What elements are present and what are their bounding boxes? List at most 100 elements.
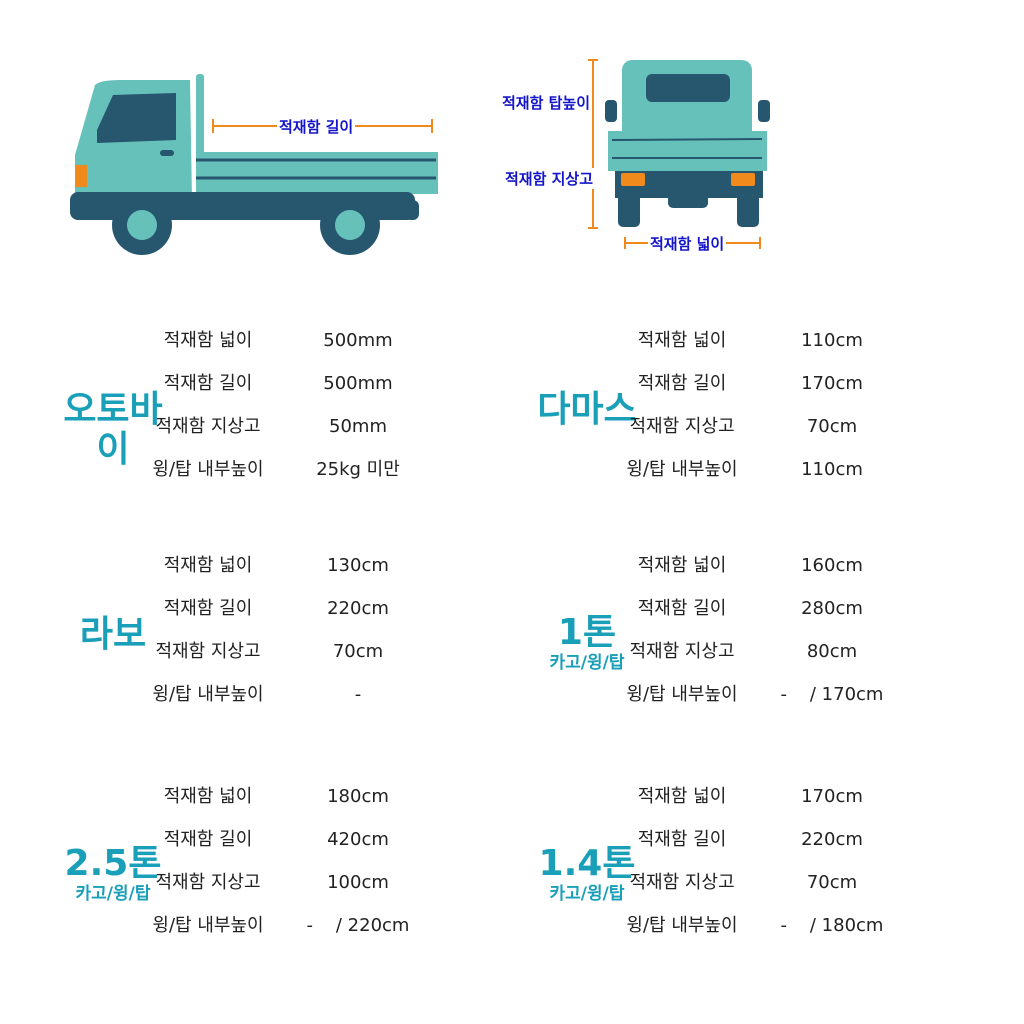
spec-row: 적재함 넓이 110cm — [522, 326, 1002, 356]
spec-value: 220cm — [327, 598, 389, 619]
spec-row: 윙/탑 내부높이 - / 170cm — [522, 680, 1002, 710]
spec-label: 적재함 넓이 — [637, 786, 727, 807]
spec-value: - / 220cm — [306, 915, 410, 936]
spec-label: 윙/탑 내부높이 — [626, 684, 738, 705]
truck-diagram — [70, 59, 770, 255]
vehicle-name: 다마스 — [537, 389, 637, 430]
spec-row: 윙/탑 내부높이 - — [48, 680, 528, 710]
spec-label: 적재함 지상고 — [155, 416, 261, 437]
spec-value: 170cm — [801, 373, 863, 394]
spec-label: 적재함 지상고 — [155, 641, 261, 662]
spec-row: 윙/탑 내부높이 - / 180cm — [522, 911, 1002, 941]
spec-label: 적재함 지상고 — [629, 641, 735, 662]
spec-label: 적재함 길이 — [637, 829, 727, 850]
spec-value: 70cm — [332, 641, 384, 662]
spec-value: 110cm — [801, 459, 863, 480]
spec-row: 적재함 넓이 160cm — [522, 551, 1002, 581]
truck-side-view — [70, 74, 438, 255]
vehicle-name: 오토바이 — [63, 389, 163, 470]
spec-value: - — [354, 684, 362, 705]
spec-value: 80cm — [806, 641, 858, 662]
spec-value: 130cm — [327, 555, 389, 576]
spec-row: 윙/탑 내부높이 25kg 미만 — [48, 455, 528, 485]
spec-label: 적재함 길이 — [163, 829, 253, 850]
spec-label: 적재함 길이 — [637, 598, 727, 619]
spec-section: 라보 적재함 넓이 130cm 적재함 길이 220cm 적재함 지상고 70cm 윙/탑 내… — [48, 551, 528, 731]
spec-row: 적재함 길이 220cm — [522, 825, 1002, 855]
spec-row: 적재함 지상고 50mm — [48, 412, 528, 442]
spec-value: 500mm — [323, 330, 393, 351]
vehicle-types: 카고/윙/탑 — [549, 653, 625, 673]
spec-value: 50mm — [329, 416, 387, 437]
vehicle-title: 라보 — [48, 615, 178, 655]
width-label: 적재함 넓이 — [648, 233, 727, 254]
spec-label: 적재함 넓이 — [163, 786, 253, 807]
spec-label: 적재함 넓이 — [163, 555, 253, 576]
vehicle-name: 1톤 — [557, 612, 617, 653]
spec-section: 오토바이 적재함 넓이 500mm 적재함 길이 500mm 적재함 지상고 50mm 윙/탑… — [48, 326, 528, 506]
spec-row: 적재함 길이 420cm — [48, 825, 528, 855]
spec-row: 윙/탑 내부높이 - / 220cm — [48, 911, 528, 941]
spec-label: 윙/탑 내부높이 — [152, 459, 264, 480]
spec-value: 280cm — [801, 598, 863, 619]
spec-section: 1.4톤 카고/윙/탑 적재함 넓이 170cm 적재함 길이 220cm 적재함 지상고 7… — [522, 782, 1002, 962]
spec-label: 적재함 넓이 — [637, 330, 727, 351]
spec-value: 100cm — [327, 872, 389, 893]
spec-value: 500mm — [323, 373, 393, 394]
spec-value: 25kg 미만 — [316, 459, 400, 480]
spec-row: 적재함 넓이 180cm — [48, 782, 528, 812]
spec-value: - / 180cm — [780, 915, 884, 936]
vehicle-title: 1.4톤 카고/윙/탑 — [522, 843, 652, 905]
vehicle-title: 2.5톤 카고/윙/탑 — [48, 843, 178, 905]
spec-row: 적재함 길이 220cm — [48, 594, 528, 624]
spec-row: 적재함 지상고 70cm — [48, 637, 528, 667]
spec-label: 적재함 지상고 — [629, 872, 735, 893]
spec-value: 420cm — [327, 829, 389, 850]
spec-label: 윙/탑 내부높이 — [626, 915, 738, 936]
spec-value: 220cm — [801, 829, 863, 850]
vehicle-name: 2.5톤 — [64, 843, 162, 884]
spec-label: 적재함 넓이 — [163, 330, 253, 351]
spec-row: 적재함 넓이 500mm — [48, 326, 528, 356]
spec-value: 110cm — [801, 330, 863, 351]
truck-rear-view — [588, 59, 770, 249]
vehicle-title: 다마스 — [522, 390, 652, 430]
spec-section: 1톤 카고/윙/탑 적재함 넓이 160cm 적재함 길이 280cm 적재함 지상고 80c… — [522, 551, 1002, 731]
spec-label: 윙/탑 내부높이 — [152, 915, 264, 936]
spec-value: 160cm — [801, 555, 863, 576]
spec-row: 적재함 지상고 70cm — [522, 412, 1002, 442]
vehicle-name: 라보 — [79, 614, 147, 655]
spec-row: 적재함 넓이 130cm — [48, 551, 528, 581]
spec-label: 윙/탑 내부높이 — [626, 459, 738, 480]
spec-row: 적재함 지상고 100cm — [48, 868, 528, 898]
spec-value: - / 170cm — [780, 684, 884, 705]
spec-value: 170cm — [801, 786, 863, 807]
top-height-label: 적재함 탑높이 — [500, 92, 593, 113]
spec-label: 적재함 길이 — [163, 373, 253, 394]
spec-row: 적재함 길이 170cm — [522, 369, 1002, 399]
vehicle-title: 오토바이 — [48, 390, 178, 470]
spec-label: 적재함 길이 — [163, 598, 253, 619]
vehicle-title: 1톤 카고/윙/탑 — [522, 612, 652, 674]
vehicle-types: 카고/윙/탑 — [75, 884, 151, 904]
spec-row: 적재함 지상고 70cm — [522, 868, 1002, 898]
spec-label: 적재함 길이 — [637, 373, 727, 394]
spec-row: 적재함 길이 280cm — [522, 594, 1002, 624]
spec-section: 다마스 적재함 넓이 110cm 적재함 길이 170cm 적재함 지상고 70cm 윙/탑 … — [522, 326, 1002, 506]
spec-value: 70cm — [806, 416, 858, 437]
spec-label: 적재함 넓이 — [637, 555, 727, 576]
spec-row: 윙/탑 내부높이 110cm — [522, 455, 1002, 485]
spec-value: 70cm — [806, 872, 858, 893]
spec-row: 적재함 길이 500mm — [48, 369, 528, 399]
spec-row: 적재함 넓이 170cm — [522, 782, 1002, 812]
ground-clearance-label: 적재함 지상고 — [503, 168, 596, 189]
length-label: 적재함 길이 — [277, 116, 356, 137]
spec-row: 적재함 지상고 80cm — [522, 637, 1002, 667]
spec-value: 180cm — [327, 786, 389, 807]
spec-label: 윙/탑 내부높이 — [152, 684, 264, 705]
spec-label: 적재함 지상고 — [629, 416, 735, 437]
spec-section: 2.5톤 카고/윙/탑 적재함 넓이 180cm 적재함 길이 420cm 적재함 지상고 1… — [48, 782, 528, 962]
vehicle-name: 1.4톤 — [538, 843, 636, 884]
vehicle-types: 카고/윙/탑 — [549, 884, 625, 904]
spec-label: 적재함 지상고 — [155, 872, 261, 893]
